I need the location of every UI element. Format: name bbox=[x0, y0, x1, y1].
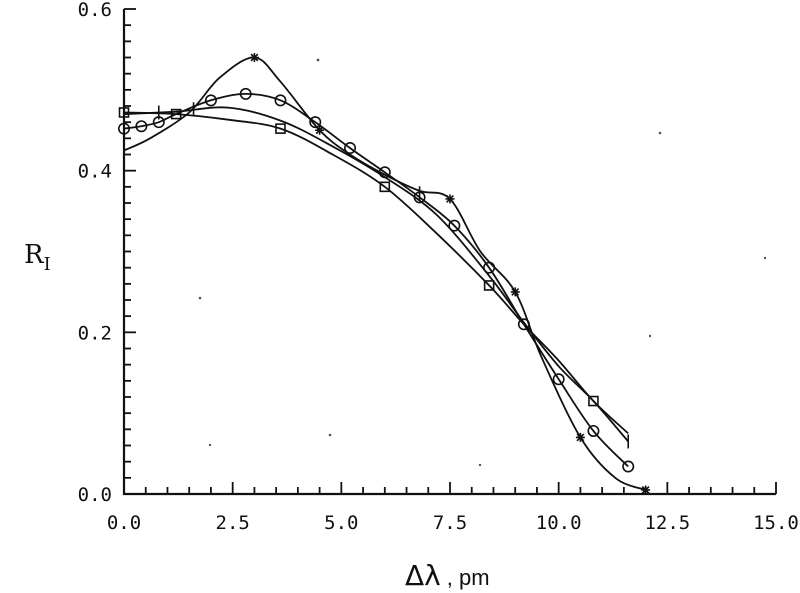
series-layer bbox=[118, 53, 651, 495]
x-tick-label: 0.0 bbox=[107, 512, 141, 534]
star-marker bbox=[641, 485, 651, 495]
y-tick-label: 0.6 bbox=[78, 0, 112, 21]
y-axis-label-subscript: I bbox=[44, 254, 51, 275]
square-marker bbox=[275, 123, 286, 134]
square-marker bbox=[379, 181, 391, 193]
series-bar bbox=[123, 102, 630, 449]
x-tick-label: 15.0 bbox=[753, 512, 799, 534]
circle-marker bbox=[448, 219, 461, 232]
circle-marker bbox=[135, 120, 148, 133]
star-marker bbox=[510, 287, 520, 297]
y-tick-label: 0.4 bbox=[78, 161, 112, 183]
x-tick-label: 7.5 bbox=[433, 512, 467, 534]
circle-marker bbox=[587, 424, 600, 437]
series-star bbox=[123, 53, 651, 495]
x-axis-label-symbol: Δλ bbox=[405, 559, 441, 592]
circle-marker bbox=[517, 318, 530, 331]
x-axis-label: Δλ, pm bbox=[405, 559, 490, 592]
axes: 0.0 2.5 5.0 7.5 10.0 12.5 15.0 0.0 0.2 0.4 0.6 bbox=[78, 0, 799, 534]
star-marker bbox=[315, 125, 325, 135]
x-tick-label: 2.5 bbox=[216, 512, 250, 534]
circle-marker bbox=[274, 94, 287, 107]
x-tick-label: 12.5 bbox=[644, 512, 690, 534]
axis-frame bbox=[122, 9, 776, 496]
x-axis-label-unit: , pm bbox=[447, 565, 490, 590]
circle-marker bbox=[552, 373, 565, 386]
x-tick-label: 10.0 bbox=[536, 512, 582, 534]
y-axis-label-main: R bbox=[24, 240, 45, 270]
series-line-bar bbox=[123, 106, 629, 443]
star-marker bbox=[249, 53, 259, 62]
star-marker bbox=[575, 432, 585, 442]
y-tick-label: 0.0 bbox=[78, 484, 112, 506]
star-marker bbox=[445, 194, 455, 204]
series-square bbox=[118, 107, 629, 435]
axis-labels: RI Δλ, pm bbox=[24, 240, 490, 592]
series-line-circle bbox=[123, 92, 629, 468]
circle-marker bbox=[118, 122, 131, 135]
circle-marker bbox=[239, 87, 252, 100]
circle-marker bbox=[344, 142, 357, 155]
circle-marker bbox=[204, 94, 217, 107]
x-tick-label: 5.0 bbox=[324, 512, 358, 534]
scan-specks bbox=[198, 58, 767, 467]
series-line-star bbox=[123, 56, 646, 491]
square-marker bbox=[588, 395, 599, 407]
square-marker bbox=[483, 280, 495, 291]
y-tick-label: 0.2 bbox=[78, 322, 112, 344]
circle-marker bbox=[309, 116, 322, 129]
square-marker bbox=[170, 108, 182, 120]
y-axis-label: RI bbox=[24, 240, 51, 275]
circle-marker bbox=[483, 261, 496, 274]
series-circle bbox=[118, 87, 635, 473]
series-line-square bbox=[123, 111, 629, 435]
circle-marker bbox=[622, 460, 635, 473]
